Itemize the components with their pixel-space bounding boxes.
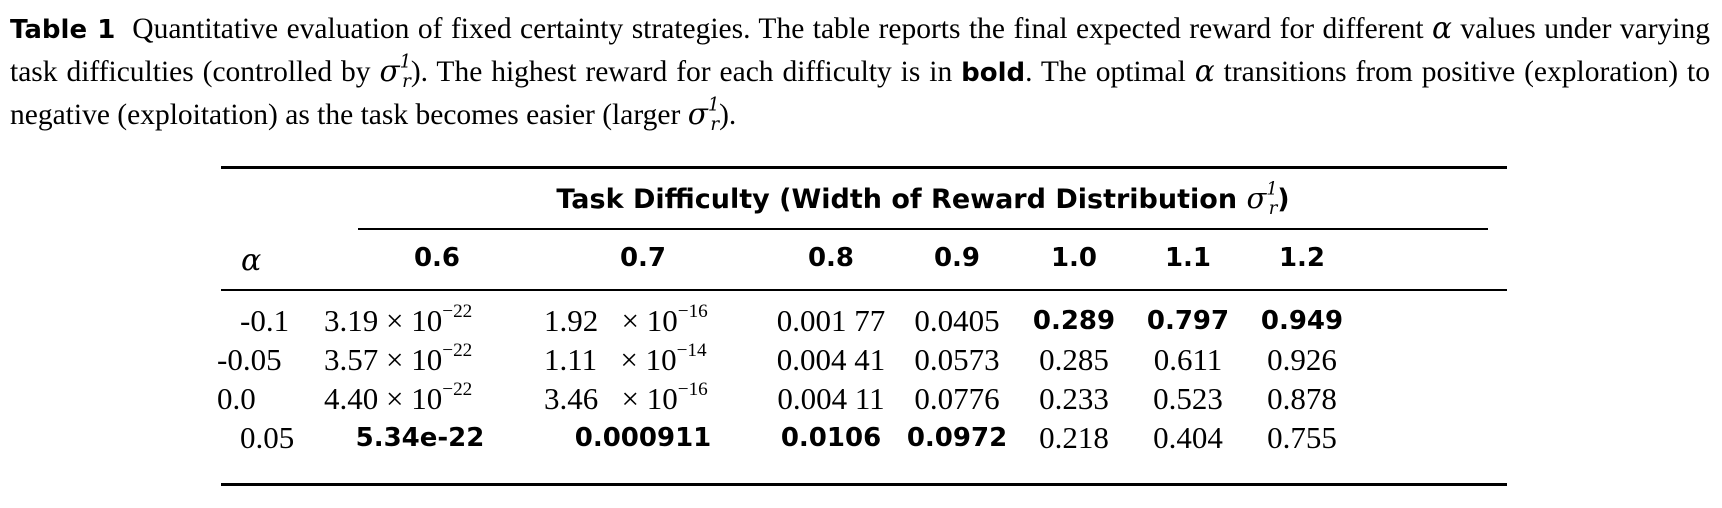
row-2-value-1-1: 0.611 — [1153, 342, 1223, 377]
row-3-value-0-6-base: 10 — [411, 381, 443, 416]
row-2-value-1-0: 0.285 — [1039, 342, 1109, 377]
caption-text-5: transitions from positive (exploration) … — [10, 56, 1710, 131]
row-1-value-0-6-mantissa: 3.19 — [324, 303, 379, 338]
row-3-value-0-7: 3.46 × 10−16 — [544, 379, 708, 419]
row-2-value-1-2: 0.926 — [1267, 342, 1337, 377]
row-1-value-0-6-power: −22 — [442, 301, 473, 323]
row-1-value-0-7: 1.92 × 10−16 — [544, 301, 708, 341]
row-2-value-0-6-power: −22 — [442, 340, 473, 362]
row-1-value-0-7-power: −16 — [677, 301, 708, 323]
caption-sigma-sup: 1 — [399, 51, 412, 73]
caption-text-6: ). — [719, 99, 737, 131]
row-3-value-1-1: 0.523 — [1153, 381, 1223, 416]
row-2-alpha: -0.05 — [217, 342, 282, 377]
group-header-sigma: σ1r — [1246, 178, 1278, 218]
row-4-value-1-2: 0.755 — [1267, 420, 1337, 455]
caption-text-1: Quantitative evaluation of fixed certain… — [132, 13, 1433, 45]
row-3-value-0-6-power: −22 — [442, 379, 473, 401]
caption-table-label: Table 1 — [10, 15, 116, 45]
group-header-close: ) — [1277, 184, 1290, 215]
caption-sigma-symbol: σ — [379, 54, 400, 88]
row-1-value-1-2: 0.949 — [1260, 306, 1344, 336]
caption-alpha-symbol: α — [1432, 11, 1452, 45]
caption-text-2: values under varying task difficulties (… — [10, 13, 1710, 88]
row-3-value-0-6: 4.40 × 10−22 — [324, 379, 472, 419]
caption-sigma-math: σ1r — [379, 51, 412, 91]
row-1-value-1-0: 0.289 — [1032, 306, 1116, 336]
row-1-value-0-6-base: 10 — [411, 303, 443, 338]
row-2-value-0-6-base: 10 — [411, 342, 443, 377]
table-caption: Table 1 Quantitative evaluation of fixed… — [10, 8, 1710, 136]
group-header-text: Task Difficulty (Width of Reward Distrib… — [556, 184, 1247, 215]
row-3-alpha: 0.0 — [217, 381, 256, 416]
alpha-column-header: α — [241, 243, 262, 278]
row-2-value-0-7: 1.11 × 10−14 — [544, 340, 707, 380]
row-3-value-0-7-times: × — [621, 381, 639, 416]
table-mid-rule — [221, 289, 1507, 291]
row-1-value-0-7-base: 10 — [646, 303, 678, 338]
column-header-1-0: 1.0 — [1050, 243, 1098, 273]
row-2-value-0-7-power: −14 — [676, 340, 707, 362]
table-bottom-rule — [221, 483, 1507, 486]
row-2-value-0-6-times: × — [386, 342, 404, 377]
caption-bold-word: bold — [961, 58, 1026, 88]
caption-sigma-math-2: σ1r — [687, 94, 720, 134]
row-2-value-0-8: 0.004 41 — [776, 342, 886, 377]
row-2-value-0-9: 0.0573 — [914, 342, 1000, 377]
row-3-value-0-6-times: × — [386, 381, 404, 416]
column-header-0-9: 0.9 — [933, 243, 981, 273]
row-3-value-0-8: 0.004 11 — [777, 381, 885, 416]
column-header-0-6: 0.6 — [413, 243, 461, 273]
row-1-value-0-9: 0.0405 — [914, 303, 1000, 338]
row-1-value-1-1: 0.797 — [1146, 306, 1230, 336]
caption-sigma-sub: r — [402, 71, 411, 93]
row-4-value-1-0: 0.218 — [1039, 420, 1109, 455]
row-3-value-0-6-mantissa: 4.40 — [324, 381, 379, 416]
row-1-alpha: -0.1 — [240, 303, 290, 338]
row-2-value-0-6: 3.57 × 10−22 — [324, 340, 472, 380]
row-3-value-0-7-base: 10 — [646, 381, 678, 416]
row-4-value-1-1: 0.404 — [1153, 420, 1223, 455]
caption-sigma-sub-2: r — [710, 114, 720, 136]
caption-text-4: . The optimal — [1025, 56, 1195, 88]
row-4-alpha: 0.05 — [240, 420, 295, 455]
group-header-rule — [358, 228, 1488, 230]
row-3-value-1-0: 0.233 — [1039, 381, 1109, 416]
row-3-value-0-9: 0.0776 — [914, 381, 1000, 416]
row-3-value-1-2: 0.878 — [1267, 381, 1337, 416]
row-3-value-0-7-power: −16 — [677, 379, 708, 401]
row-3-value-0-7-mantissa: 3.46 — [544, 381, 599, 416]
table-top-rule — [221, 166, 1507, 169]
row-1-value-0-8: 0.001 77 — [776, 303, 886, 338]
row-2-value-0-7-mantissa: 1.11 — [544, 342, 598, 377]
column-header-1-1: 1.1 — [1164, 243, 1212, 273]
row-2-value-0-7-times: × — [620, 342, 638, 377]
column-header-0-8: 0.8 — [807, 243, 855, 273]
caption-sigma-symbol-2: σ — [687, 97, 708, 131]
column-header-1-2: 1.2 — [1278, 243, 1326, 273]
row-1-value-0-6-times: × — [386, 303, 404, 338]
caption-sigma-sup-2: 1 — [707, 94, 720, 116]
row-2-value-0-6-mantissa: 3.57 — [324, 342, 379, 377]
column-header-0-7: 0.7 — [619, 243, 667, 273]
group-header-sigma-symbol: σ — [1246, 181, 1267, 215]
row-1-value-0-7-times: × — [621, 303, 639, 338]
row-4-value-0-9: 0.0972 — [906, 423, 1008, 453]
row-4-value-0-6: 5.34e-22 — [355, 423, 485, 453]
group-header-sigma-sup: 1 — [1266, 178, 1278, 200]
caption-alpha-symbol-2: α — [1194, 54, 1215, 88]
caption-text-3: ). The highest reward for each difficult… — [410, 56, 962, 88]
row-2-value-0-7-base: 10 — [645, 342, 677, 377]
row-1-value-0-7-mantissa: 1.92 — [544, 303, 599, 338]
group-header-sigma-sub: r — [1268, 198, 1278, 220]
task-difficulty-header: Task Difficulty (Width of Reward Distrib… — [358, 179, 1488, 219]
row-4-value-0-7: 0.000911 — [574, 423, 712, 453]
row-1-value-0-6: 3.19 × 10−22 — [324, 301, 472, 341]
row-4-value-0-8: 0.0106 — [780, 423, 882, 453]
